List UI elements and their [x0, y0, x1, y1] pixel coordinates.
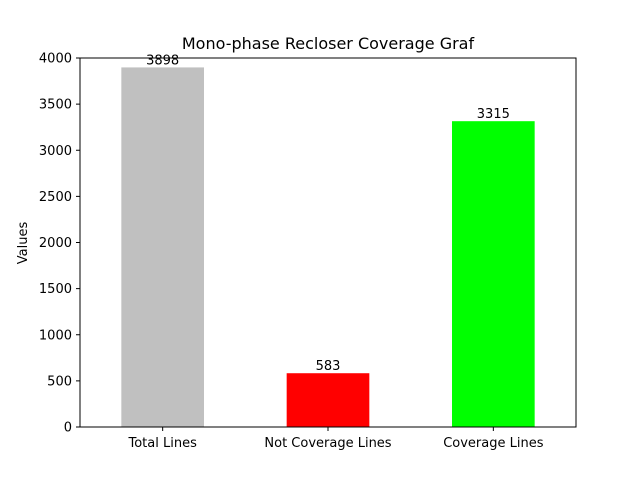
bar-2	[452, 121, 535, 427]
x-tick-label-2: Coverage Lines	[443, 436, 544, 451]
bar-1	[286, 373, 370, 427]
bars-group: 3898 583 3315	[121, 53, 535, 428]
y-tick-label-3: 1500	[39, 282, 72, 297]
x-tick-label-0: Total Lines	[127, 436, 197, 451]
y-tick-label-2: 1000	[39, 328, 72, 343]
y-tick-label-1: 500	[47, 374, 72, 389]
bar-value-label-0: 3898	[146, 53, 179, 68]
y-tick-label-4: 2000	[39, 236, 72, 251]
x-axis: Total Lines Not Coverage Lines Coverage Li…	[127, 427, 544, 451]
y-axis: 0 500 1000 1500 2000 2500 3000 3500 4000	[39, 52, 80, 436]
bar-0	[121, 67, 204, 428]
y-tick-label-6: 3000	[39, 144, 72, 159]
y-tick-label-5: 2500	[39, 190, 72, 205]
x-tick-label-1: Not Coverage Lines	[264, 436, 391, 451]
y-axis-label: Values	[16, 222, 31, 265]
y-tick-label-7: 3500	[39, 98, 72, 113]
y-tick-label-0: 0	[64, 421, 72, 436]
y-tick-label-8: 4000	[39, 52, 72, 67]
bar-value-label-1: 583	[316, 359, 341, 374]
bar-value-label-2: 3315	[477, 107, 510, 122]
plot-frame	[79, 57, 577, 428]
chart-title: Mono-phase Recloser Coverage Graf	[182, 34, 475, 53]
